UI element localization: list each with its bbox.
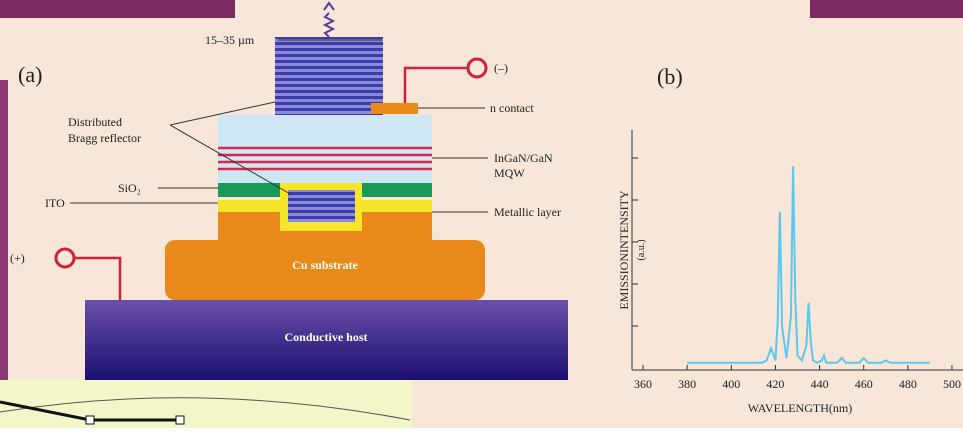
dbr-top: [275, 37, 383, 115]
x-tick-label: 460: [855, 377, 873, 391]
x-tick-label: 400: [722, 377, 740, 391]
x-tick-label: 420: [766, 377, 784, 391]
deco: [0, 80, 8, 380]
panel-label: (a): [18, 62, 42, 87]
label: MQW: [494, 166, 525, 180]
y-axis-units: (a.u.): [636, 239, 647, 260]
x-axis-title: WAVELENGTH(nm): [748, 401, 852, 415]
x-tick-label: 480: [899, 377, 917, 391]
deco: [0, 0, 235, 18]
label: Cu substrate: [292, 258, 358, 272]
y-axis-title: EMISSIONINTENSITY: [617, 190, 631, 310]
slide: (a) 15–35 µm (–) n contact Distributed B…: [0, 0, 963, 428]
label: InGaN/GaN: [494, 151, 553, 165]
inset-node: [176, 416, 184, 424]
label: Bragg reflector: [68, 131, 141, 145]
label: Conductive host: [284, 330, 367, 344]
x-tick-label: 440: [811, 377, 829, 391]
x-tick-label: 500: [943, 377, 961, 391]
panel-label: (b): [657, 64, 683, 89]
label: SiO₂: [118, 181, 141, 195]
x-tick-label: 380: [678, 377, 696, 391]
inset-node: [86, 416, 94, 424]
x-tick-label: 360: [634, 377, 652, 391]
label: Metallic layer: [494, 205, 561, 219]
page: (a) 15–35 µm (–) n contact Distributed B…: [0, 0, 963, 428]
label: (–): [494, 61, 508, 75]
label: n contact: [490, 101, 534, 115]
label: Distributed: [68, 115, 122, 129]
dbr-bottom: [288, 190, 355, 222]
label: (+): [10, 251, 25, 265]
deco: [810, 0, 963, 18]
label: ITO: [45, 196, 65, 210]
n-contact: [371, 103, 418, 114]
label: 15–35 µm: [205, 33, 255, 47]
